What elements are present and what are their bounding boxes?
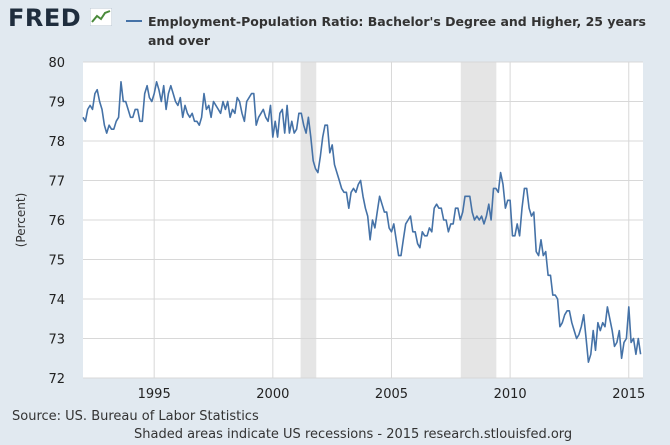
y-tick-label-79: 79 <box>48 96 65 111</box>
gridlines <box>83 61 643 379</box>
y-tick-label-80: 80 <box>48 56 65 71</box>
y-tick-label-77: 77 <box>48 175 65 190</box>
x-tick-label-1995: 1995 <box>138 387 171 402</box>
source-note: Source: US. Bureau of Labor Statistics <box>12 409 259 424</box>
fred-logo[interactable]: FRED <box>8 4 81 32</box>
series-group <box>82 81 642 364</box>
trend-line-icon <box>90 8 112 26</box>
recession-note: Shaded areas indicate US recessions - 20… <box>134 427 573 442</box>
y-tick-label-75: 75 <box>48 254 65 269</box>
legend-swatch <box>126 20 142 22</box>
y-tick-label-78: 78 <box>48 135 65 150</box>
legend: Employment-Population Ratio: Bachelor's … <box>126 12 658 50</box>
x-tick-label-2010: 2010 <box>494 387 527 402</box>
y-tick-label-73: 73 <box>48 333 65 348</box>
y-tick-label-74: 74 <box>48 293 65 308</box>
x-tick-label-2000: 2000 <box>256 387 289 402</box>
y-tick-label-72: 72 <box>48 372 65 387</box>
x-axis-ticks: 1995 2000 2005 2010 2015 <box>138 387 646 402</box>
legend-series-label: Employment-Population Ratio: Bachelor's … <box>148 14 646 48</box>
series-line-0 <box>82 81 642 364</box>
fred-logo-text: FRED <box>8 4 82 32</box>
y-axis-ticks: 72 73 74 75 76 77 78 79 80 <box>48 56 65 387</box>
y-tick-label-76: 76 <box>48 214 65 229</box>
y-axis-label: (Percent) <box>14 193 28 248</box>
x-tick-label-2005: 2005 <box>375 387 408 402</box>
x-tick-label-2015: 2015 <box>612 387 645 402</box>
